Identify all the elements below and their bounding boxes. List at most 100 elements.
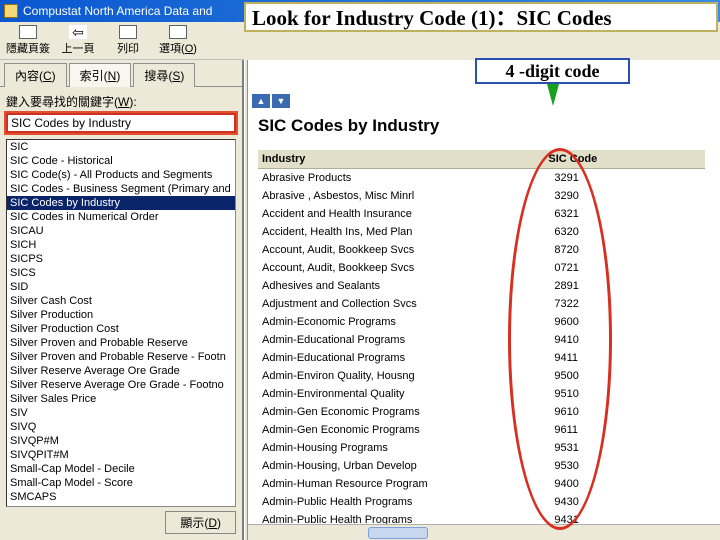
- code-cell: 9531: [544, 439, 705, 457]
- table-row[interactable]: Abrasive , Asbestos, Misc Minrl3290: [258, 187, 705, 205]
- industry-cell: Admin-Educational Programs: [258, 331, 544, 349]
- index-item[interactable]: Silver Reserve Average Ore Grade: [7, 364, 235, 378]
- code-cell: 3290: [544, 187, 705, 205]
- code-cell: 9400: [544, 475, 705, 493]
- code-cell: 8720: [544, 241, 705, 259]
- code-cell: 3291: [544, 169, 705, 188]
- industry-cell: Abrasive , Asbestos, Misc Minrl: [258, 187, 544, 205]
- hide-tabs-button[interactable]: 隱藏頁簽: [4, 23, 52, 58]
- index-item[interactable]: Small-Cap Model - Score: [7, 476, 235, 490]
- table-row[interactable]: Admin-Educational Programs9410: [258, 331, 705, 349]
- index-item[interactable]: SID: [7, 280, 235, 294]
- industry-cell: Admin-Educational Programs: [258, 349, 544, 367]
- table-row[interactable]: Adhesives and Sealants2891: [258, 277, 705, 295]
- tab-contents[interactable]: 內容(C): [4, 63, 67, 87]
- table-row[interactable]: Admin-Public Health Programs9430: [258, 493, 705, 511]
- content-nav-arrows: ▲ ▼: [252, 94, 290, 108]
- industry-cell: Admin-Housing Programs: [258, 439, 544, 457]
- index-item[interactable]: SIC Code - Historical: [7, 154, 235, 168]
- col-code: SIC Code: [544, 150, 705, 169]
- code-cell: 6321: [544, 205, 705, 223]
- industry-cell: Admin-Public Health Programs: [258, 493, 544, 511]
- prev-page-button[interactable]: ▲: [252, 94, 270, 108]
- code-cell: 7322: [544, 295, 705, 313]
- content-pane: ▲ ▼ SIC Codes by Industry Industry SIC C…: [248, 60, 720, 540]
- industry-cell: Admin-Gen Economic Programs: [258, 403, 544, 421]
- callout-4digit: 4 -digit code: [475, 58, 630, 84]
- index-item[interactable]: SICAU: [7, 224, 235, 238]
- index-item[interactable]: SIVQP#M: [7, 434, 235, 448]
- page-title: SIC Codes by Industry: [258, 116, 710, 136]
- index-item[interactable]: SICH: [7, 238, 235, 252]
- code-cell: 9430: [544, 493, 705, 511]
- index-item[interactable]: SICPS: [7, 252, 235, 266]
- tab-search[interactable]: 搜尋(S): [133, 63, 195, 87]
- options-button[interactable]: 選項(O): [154, 23, 202, 58]
- code-cell: 9611: [544, 421, 705, 439]
- table-row[interactable]: Admin-Gen Economic Programs9611: [258, 421, 705, 439]
- options-icon: [169, 25, 187, 39]
- search-prompt: 鍵入要尋找的關鍵字(W):: [6, 93, 236, 110]
- index-item[interactable]: SIC Codes - Business Segment (Primary an…: [7, 182, 235, 196]
- index-item[interactable]: Silver Production Cost: [7, 322, 235, 336]
- back-button[interactable]: ⇦ 上一頁: [54, 23, 102, 58]
- index-item[interactable]: Silver Sales Price: [7, 392, 235, 406]
- index-item[interactable]: Silver Proven and Probable Reserve - Foo…: [7, 350, 235, 364]
- index-list[interactable]: SICSIC Code - HistoricalSIC Code(s) - Al…: [6, 139, 236, 507]
- industry-cell: Account, Audit, Bookkeep Svcs: [258, 241, 544, 259]
- table-row[interactable]: Admin-Environ Quality, Housng9500: [258, 367, 705, 385]
- index-item[interactable]: Silver Reserve Average Ore Grade - Footn…: [7, 378, 235, 392]
- code-cell: 0721: [544, 259, 705, 277]
- index-item[interactable]: SIC Codes by Industry: [7, 196, 235, 210]
- table-row[interactable]: Admin-Environmental Quality9510: [258, 385, 705, 403]
- nav-body: 鍵入要尋找的關鍵字(W): SICSIC Code - HistoricalSI…: [0, 87, 242, 540]
- code-cell: 2891: [544, 277, 705, 295]
- index-item[interactable]: SIC Codes in Numerical Order: [7, 210, 235, 224]
- table-row[interactable]: Admin-Housing Programs9531: [258, 439, 705, 457]
- table-row[interactable]: Abrasive Products3291: [258, 169, 705, 188]
- print-button[interactable]: 列印: [104, 23, 152, 58]
- table-row[interactable]: Account, Audit, Bookkeep Svcs8720: [258, 241, 705, 259]
- index-item[interactable]: SIVQPIT#M: [7, 448, 235, 462]
- industry-cell: Adjustment and Collection Svcs: [258, 295, 544, 313]
- code-cell: 9410: [544, 331, 705, 349]
- index-item[interactable]: SICS: [7, 266, 235, 280]
- table-row[interactable]: Admin-Educational Programs9411: [258, 349, 705, 367]
- index-item[interactable]: SIC Code(s) - All Products and Segments: [7, 168, 235, 182]
- code-cell: 9610: [544, 403, 705, 421]
- index-search-input[interactable]: [6, 113, 236, 133]
- index-item[interactable]: Silver Cash Cost: [7, 294, 235, 308]
- nav-pane: 內容(C) 索引(N) 搜尋(S) 鍵入要尋找的關鍵字(W): SICSIC C…: [0, 60, 244, 540]
- industry-cell: Admin-Gen Economic Programs: [258, 421, 544, 439]
- table-row[interactable]: Admin-Gen Economic Programs9610: [258, 403, 705, 421]
- index-item[interactable]: SIV: [7, 406, 235, 420]
- horizontal-scrollbar[interactable]: [248, 524, 720, 540]
- scrollbar-thumb[interactable]: [368, 527, 428, 539]
- index-item[interactable]: Small-Cap Model - Decile: [7, 462, 235, 476]
- code-cell: 9530: [544, 457, 705, 475]
- index-item[interactable]: Silver Proven and Probable Reserve: [7, 336, 235, 350]
- table-row[interactable]: Accident, Health Ins, Med Plan6320: [258, 223, 705, 241]
- table-row[interactable]: Admin-Human Resource Program9400: [258, 475, 705, 493]
- callout-arrow-icon: [547, 84, 559, 106]
- table-row[interactable]: Account, Audit, Bookkeep Svcs0721: [258, 259, 705, 277]
- index-item[interactable]: SIC: [7, 140, 235, 154]
- window-title: Compustat North America Data and: [23, 4, 212, 18]
- code-cell: 9600: [544, 313, 705, 331]
- next-page-button[interactable]: ▼: [272, 94, 290, 108]
- tab-index[interactable]: 索引(N): [69, 63, 132, 87]
- table-row[interactable]: Admin-Housing, Urban Develop9530: [258, 457, 705, 475]
- index-item[interactable]: Silver Production: [7, 308, 235, 322]
- index-item[interactable]: SMCAPS: [7, 490, 235, 504]
- show-button[interactable]: 顯示(D): [165, 511, 236, 534]
- industry-cell: Account, Audit, Bookkeep Svcs: [258, 259, 544, 277]
- book-icon: [4, 4, 18, 18]
- index-item[interactable]: SIVQ: [7, 420, 235, 434]
- industry-cell: Accident, Health Ins, Med Plan: [258, 223, 544, 241]
- table-row[interactable]: Accident and Health Insurance6321: [258, 205, 705, 223]
- industry-cell: Admin-Economic Programs: [258, 313, 544, 331]
- back-icon: ⇦: [69, 25, 87, 39]
- industry-cell: Accident and Health Insurance: [258, 205, 544, 223]
- table-row[interactable]: Adjustment and Collection Svcs7322: [258, 295, 705, 313]
- table-row[interactable]: Admin-Economic Programs9600: [258, 313, 705, 331]
